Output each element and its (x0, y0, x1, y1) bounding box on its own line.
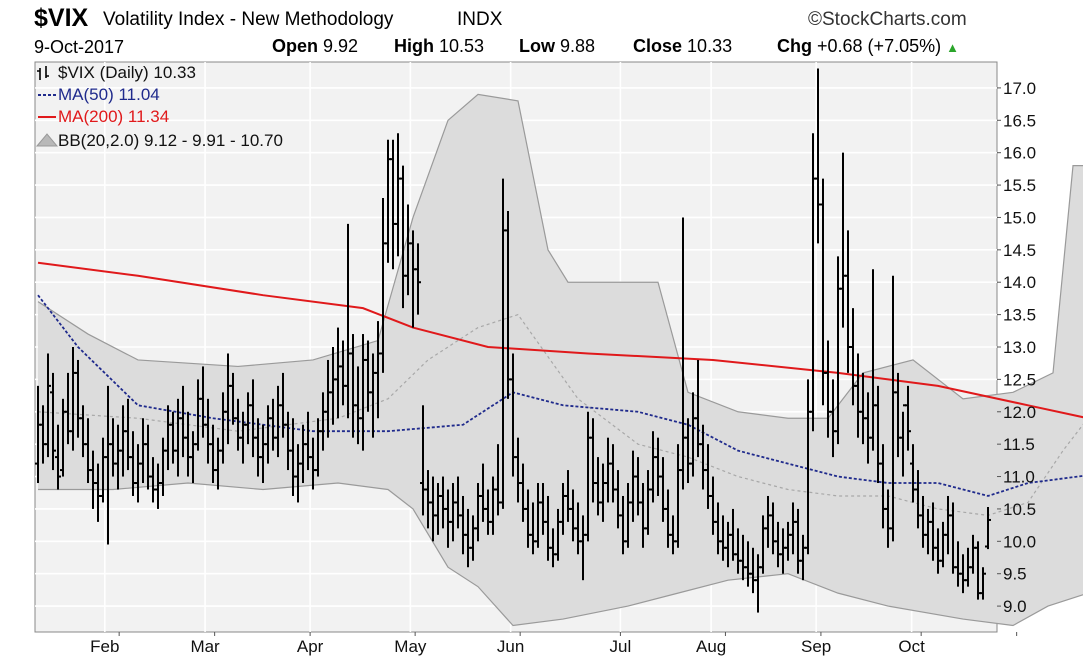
legend-text: BB(20,2.0) 9.12 - 9.91 - 10.70 (58, 131, 283, 150)
y-tick-label: 12.0 (1003, 403, 1036, 422)
y-tick-label: 13.0 (1003, 338, 1036, 357)
y-tick-label: 11.5 (1003, 435, 1035, 454)
ohlc-bar (985, 506, 991, 550)
legend-text: MA(200) 11.34 (58, 107, 169, 126)
close-quote: Close 10.33 (633, 36, 732, 57)
legend-text: MA(50) 11.04 (58, 85, 160, 104)
ohlc-bars (35, 68, 991, 613)
bollinger-mid-line (37, 313, 1083, 517)
y-tick-label: 17.0 (1003, 79, 1036, 98)
x-tick-label: May (394, 637, 427, 656)
legend-text: $VIX (Daily) 10.33 (58, 63, 196, 82)
y-tick-label: 10.5 (1003, 500, 1036, 519)
y-tick-label: 10.0 (1003, 532, 1036, 551)
high-value: 10.53 (439, 36, 485, 56)
x-tick-label: Mar (190, 637, 220, 656)
y-tick-label: 16.5 (1003, 111, 1036, 130)
open-value: 9.92 (323, 36, 359, 56)
y-tick-label: 15.0 (1003, 208, 1036, 227)
exchange-label: INDX (457, 9, 503, 30)
open-quote: Open 9.92 (272, 36, 358, 57)
high-label: High (394, 36, 434, 56)
ohlc-bar (55, 424, 61, 490)
ma50-line (37, 294, 1083, 497)
x-tick-label: Feb (90, 637, 119, 656)
x-tick-label: Sep (801, 637, 831, 656)
low-label: Low (519, 36, 555, 56)
ohlc-bar (905, 385, 911, 451)
close-value: 10.33 (687, 36, 733, 56)
high-quote: High 10.53 (394, 36, 484, 57)
brand-link[interactable]: ©StockCharts.com (808, 9, 967, 30)
ohlc-bar (415, 243, 421, 315)
x-tick-label: Oct (898, 637, 925, 656)
close-label: Close (633, 36, 683, 56)
y-tick-label: 14.0 (1003, 273, 1036, 292)
y-tick-label: 9.5 (1003, 565, 1027, 584)
low-value: 9.88 (560, 36, 596, 56)
y-tick-label: 13.5 (1003, 306, 1036, 325)
price-bars-icon (37, 66, 49, 80)
y-tick-label: 14.5 (1003, 241, 1036, 260)
band-area-icon (35, 133, 59, 147)
y-tick-label: 12.5 (1003, 370, 1036, 389)
change-value: +0.68 (+7.05%) (817, 36, 942, 56)
ohlc-bar (50, 372, 56, 471)
x-tick-label: Jul (610, 637, 632, 656)
ma200-line (37, 261, 1083, 419)
change-label: Chg (777, 36, 812, 56)
low-quote: Low 9.88 (519, 36, 595, 57)
x-tick-label: Jun (497, 637, 524, 656)
y-tick-label: 11.0 (1003, 468, 1035, 487)
ohlc-bar (980, 567, 986, 600)
change-quote: Chg +0.68 (+7.05%) ▲ (777, 36, 959, 57)
ohlc-bar (45, 353, 51, 458)
index-name: Volatility Index - New Methodology (103, 9, 394, 30)
x-tick-label: Aug (696, 637, 726, 656)
up-arrow-icon: ▲ (946, 40, 959, 55)
y-tick-label: 9.0 (1003, 597, 1027, 616)
bollinger-lower-line (38, 482, 1083, 627)
symbol-title: $VIX (34, 4, 89, 32)
quote-date: 9-Oct-2017 (34, 37, 125, 57)
y-tick-label: 16.0 (1003, 144, 1036, 163)
y-tick-label: 15.5 (1003, 176, 1036, 195)
chart-legend: $VIX (Daily) 10.33 MA(50) 11.04 MA(200) 11… (35, 63, 283, 150)
open-label: Open (272, 36, 319, 56)
x-tick-label: Apr (297, 637, 324, 656)
bollinger-band-area (38, 94, 1083, 626)
